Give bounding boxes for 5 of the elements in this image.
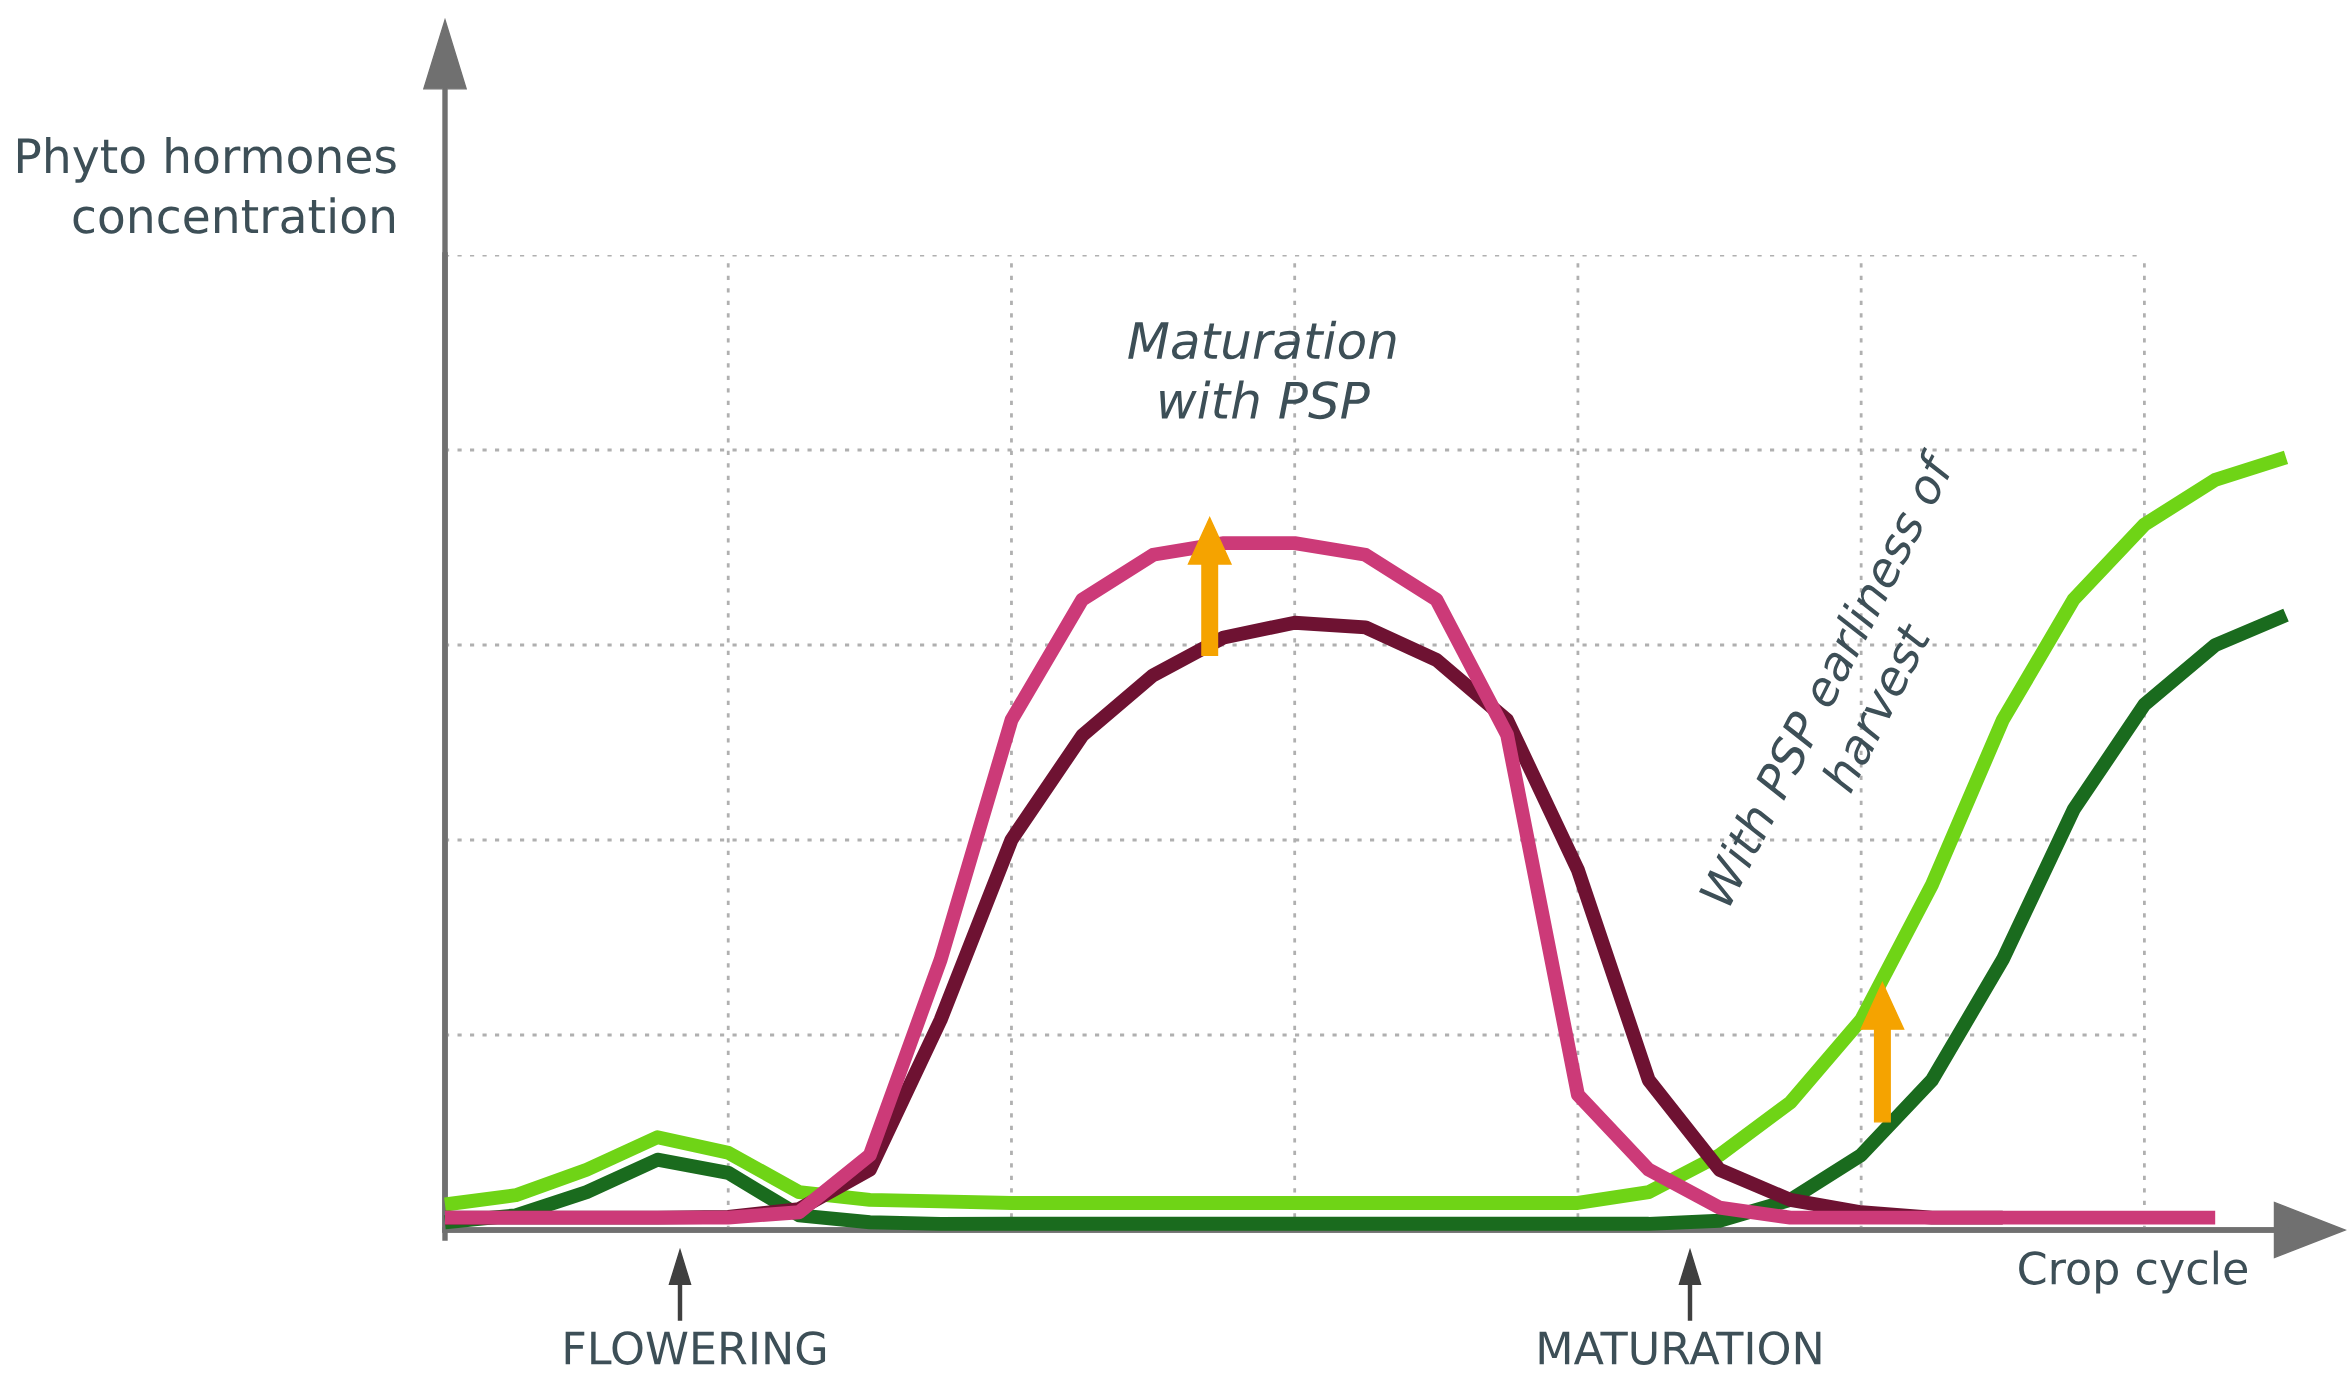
text: Maturation with PSP [1128, 320, 1396, 420]
text: MATURATION [1539, 1331, 1821, 1365]
text: FLOWERING [565, 1331, 826, 1365]
x-axis-title: Crop cycle [2019, 1250, 2247, 1294]
y-axis-title: Phyto hormones concentration [17, 137, 396, 234]
